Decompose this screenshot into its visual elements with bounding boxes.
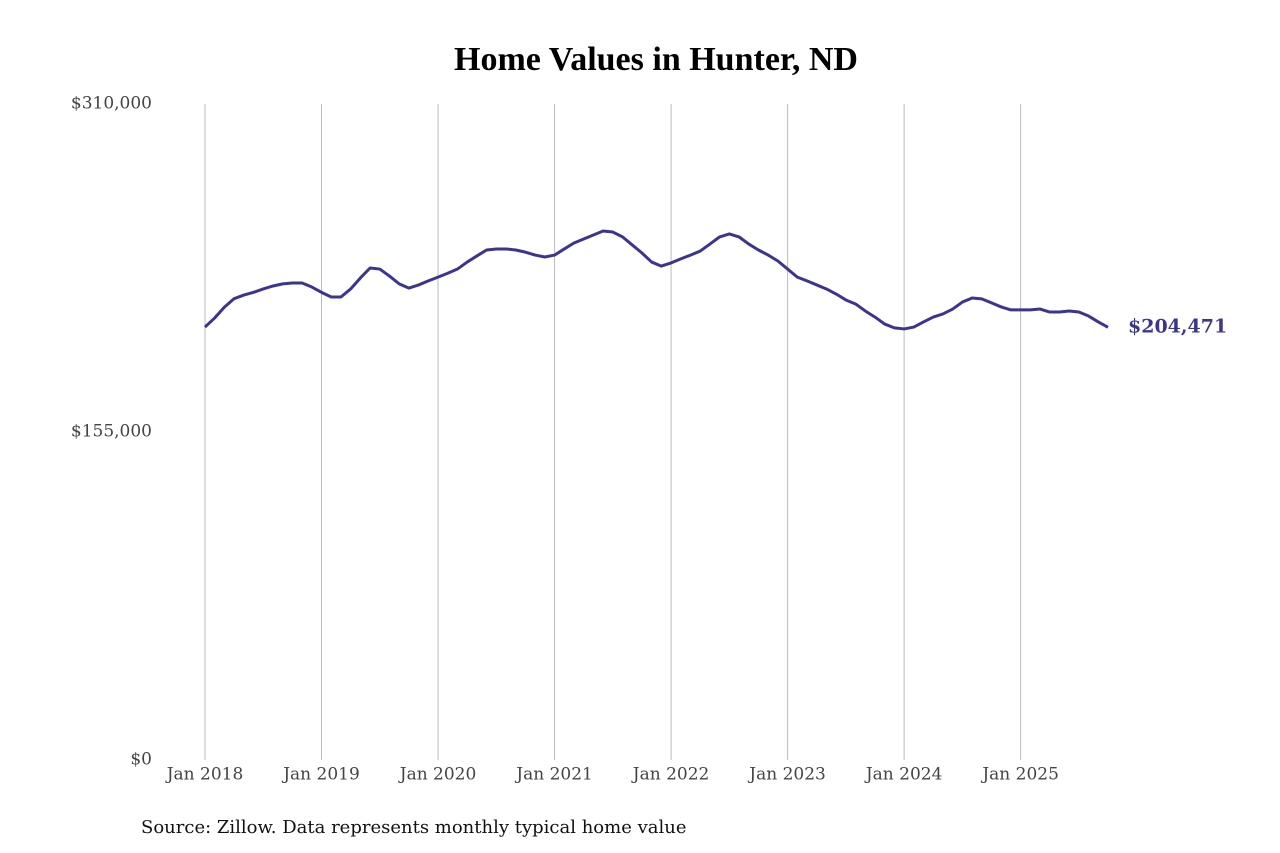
- x-tick-label: Jan 2023: [747, 765, 826, 785]
- source-note: Source: Zillow. Data represents monthly …: [141, 817, 687, 838]
- x-tick-label: Jan 2018: [165, 765, 244, 785]
- data-line: [203, 229, 1109, 331]
- x-tick-label: Jan 2024: [864, 765, 943, 785]
- y-tick-label: $155,000: [71, 422, 152, 442]
- value-label: $204,471: [1128, 315, 1227, 337]
- x-tick-label: Jan 2020: [398, 765, 477, 785]
- y-tick-label: $310,000: [71, 94, 152, 114]
- chart-title: Home Values in Hunter, ND: [454, 41, 858, 78]
- x-tick-label: Jan 2025: [980, 765, 1059, 785]
- x-tick-label: Jan 2022: [631, 765, 710, 785]
- x-tick-label: Jan 2021: [514, 765, 593, 785]
- y-tick-label: $0: [130, 750, 152, 770]
- x-tick-label: Jan 2019: [281, 765, 360, 785]
